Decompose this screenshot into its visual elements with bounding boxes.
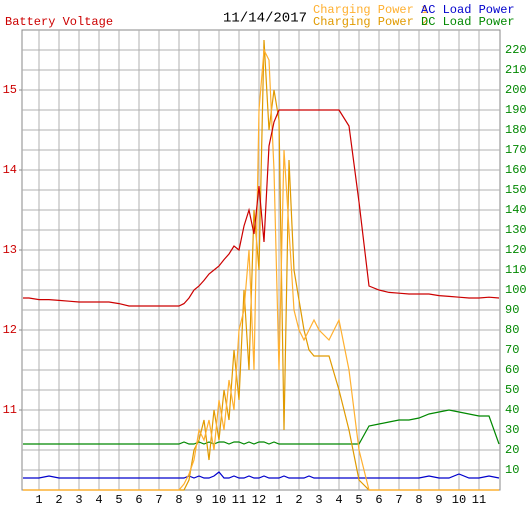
x-tick-label: 11: [232, 493, 246, 507]
y2-tick-label: 90: [505, 303, 519, 317]
legend-label: DC Load Power: [421, 15, 515, 29]
x-tick-label: 6: [135, 493, 142, 507]
y2-tick-label: 120: [505, 243, 527, 257]
y2-tick-label: 100: [505, 283, 527, 297]
y2-tick-label: 60: [505, 363, 519, 377]
x-tick-label: 3: [75, 493, 82, 507]
x-tick-label: 7: [155, 493, 162, 507]
series-line: [23, 409, 500, 445]
legend-label: Charging Power 1: [313, 3, 428, 17]
y-tick-label: 11: [3, 403, 17, 417]
y2-tick-label: 50: [505, 383, 519, 397]
x-tick-label: 9: [435, 493, 442, 507]
x-tick-label: 3: [315, 493, 322, 507]
y2-tick-label: 150: [505, 183, 527, 197]
legend-label: AC Load Power: [421, 3, 515, 17]
y2-tick-label: 140: [505, 203, 527, 217]
y-tick-label: 13: [3, 243, 17, 257]
x-tick-label: 11: [472, 493, 486, 507]
series-line: [23, 109, 500, 307]
y2-tick-label: 30: [505, 423, 519, 437]
x-tick-label: 1: [35, 493, 42, 507]
series-line: [23, 471, 500, 479]
y2-tick-label: 20: [505, 443, 519, 457]
legend-label: Battery Voltage: [5, 15, 113, 29]
y-tick-label: 12: [3, 323, 17, 337]
y2-tick-label: 130: [505, 223, 527, 237]
y2-tick-label: 220: [505, 43, 527, 57]
y2-tick-label: 110: [505, 263, 527, 277]
x-tick-label: 4: [335, 493, 342, 507]
y2-tick-label: 40: [505, 403, 519, 417]
y2-tick-label: 200: [505, 83, 527, 97]
legend-label: Charging Power 2: [313, 15, 428, 29]
x-tick-label: 2: [55, 493, 62, 507]
y-tick-label: 14: [3, 163, 17, 177]
y2-tick-label: 190: [505, 103, 527, 117]
y2-tick-label: 180: [505, 123, 527, 137]
y2-tick-label: 10: [505, 463, 519, 477]
x-tick-label: 9: [195, 493, 202, 507]
x-tick-label: 10: [452, 493, 466, 507]
x-tick-label: 10: [212, 493, 226, 507]
x-tick-label: 4: [95, 493, 102, 507]
y2-tick-label: 160: [505, 163, 527, 177]
x-tick-label: 6: [375, 493, 382, 507]
series-line: [23, 47, 499, 491]
plot-frame: [21, 29, 501, 491]
y2-tick-label: 170: [505, 143, 527, 157]
x-tick-label: 8: [175, 493, 182, 507]
x-tick-label: 5: [355, 493, 362, 507]
x-tick-label: 12: [252, 493, 266, 507]
x-tick-label: 1: [275, 493, 282, 507]
x-tick-label: 2: [295, 493, 302, 507]
y-tick-label: 15: [3, 83, 17, 97]
x-tick-label: 7: [395, 493, 402, 507]
y2-tick-label: 210: [505, 63, 527, 77]
chart-title: 11/14/2017: [223, 11, 307, 27]
x-tick-label: 8: [415, 493, 422, 507]
series-line: [23, 39, 499, 491]
y2-tick-label: 70: [505, 343, 519, 357]
x-tick-label: 5: [115, 493, 122, 507]
y2-tick-label: 80: [505, 323, 519, 337]
